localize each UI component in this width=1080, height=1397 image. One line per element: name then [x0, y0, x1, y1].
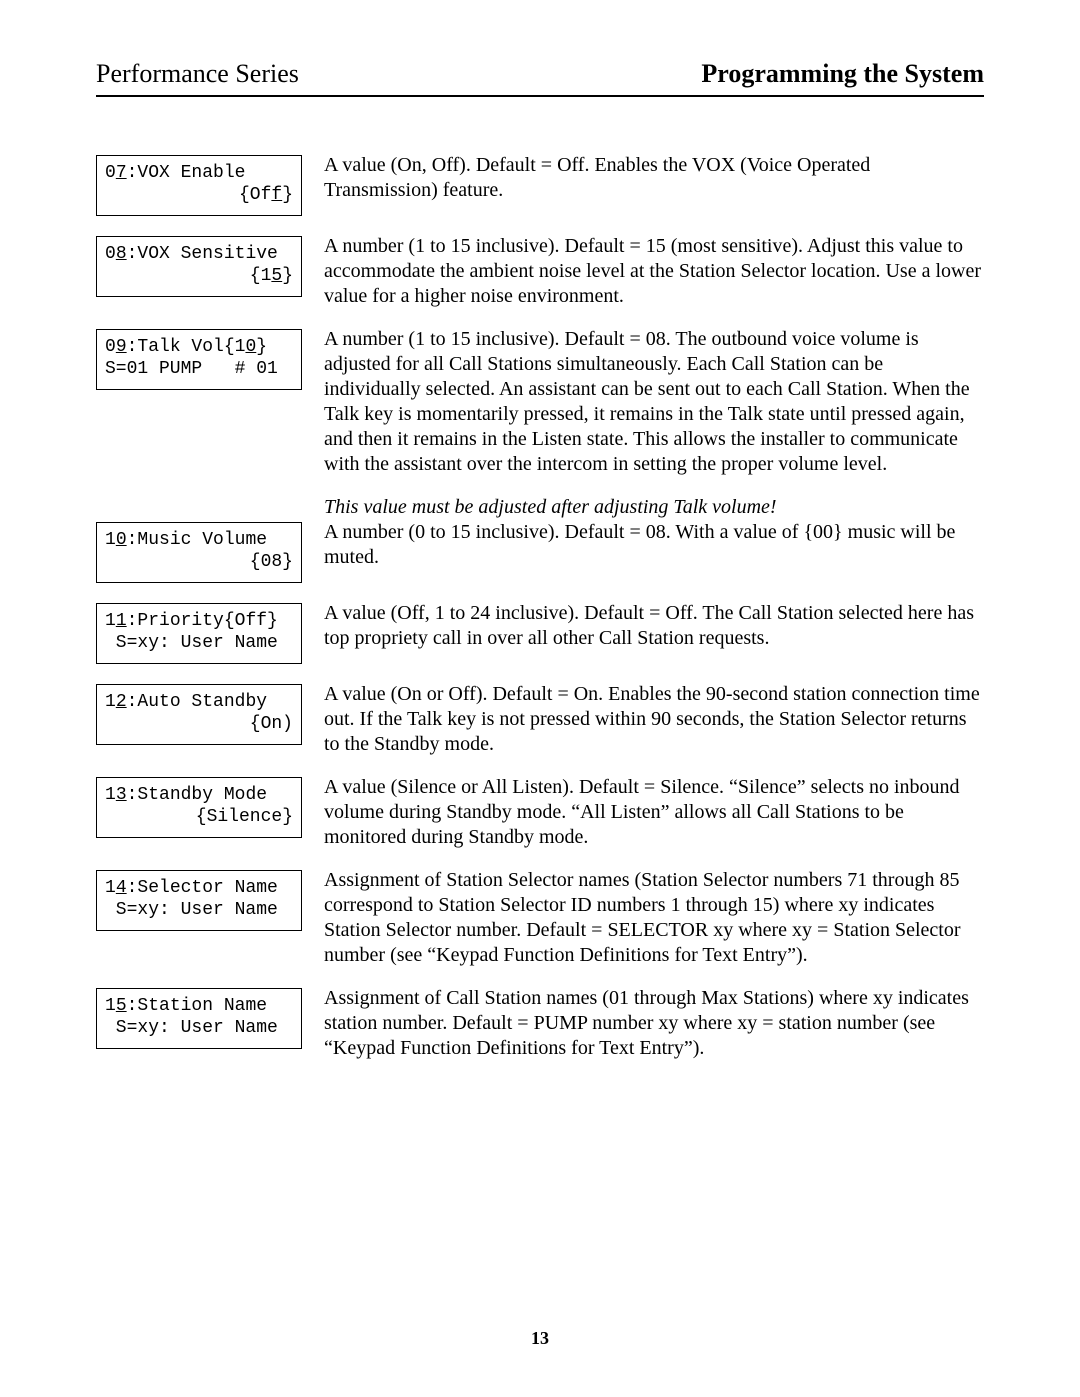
param-row: 08:VOX Sensitive{15} A number (1 to 15 in… — [96, 234, 984, 309]
lcd-line2: {08} — [105, 551, 293, 574]
param-description: Assignment of Call Station names (01 thr… — [324, 986, 984, 1061]
param-row: 12:Auto Standby{On) A value (On or Off). … — [96, 682, 984, 757]
param-row: 11:Priority{Off} S=xy: User Name A value … — [96, 601, 984, 664]
lcd-display: 12:Auto Standby{On) — [96, 684, 302, 745]
param-description: A number (1 to 15 inclusive). Default = … — [324, 234, 984, 309]
lcd-line2: S=01 PUMP # 01 — [105, 358, 293, 381]
param-description: A value (On, Off). Default = Off. Enable… — [324, 153, 984, 203]
intro-row: This value must be adjusted after adjust… — [96, 495, 984, 520]
param-row: 10:Music Volume{08} A number (0 to 15 inc… — [96, 520, 984, 583]
param-row: 14:Selector Name S=xy: User Name Assignme… — [96, 868, 984, 968]
param-row: 15:Station Name S=xy: User Name Assignmen… — [96, 986, 984, 1061]
lcd-line1: 08:VOX Sensitive — [105, 244, 278, 264]
lcd-line1: 15:Station Name — [105, 996, 267, 1016]
lcd-display: 11:Priority{Off} S=xy: User Name — [96, 603, 302, 664]
param-description: Assignment of Station Selector names (St… — [324, 868, 984, 968]
lcd-line1: 14:Selector Name — [105, 878, 278, 898]
param-description: A value (Off, 1 to 24 inclusive). Defaul… — [324, 601, 984, 651]
page-header: Performance Series Programming the Syste… — [96, 58, 984, 97]
lcd-line2: S=xy: User Name — [105, 632, 293, 655]
lcd-line2: {Off} — [105, 184, 293, 207]
lcd-line1: 09:Talk Vol{10} — [105, 337, 267, 357]
page: Performance Series Programming the Syste… — [0, 0, 1080, 1397]
lcd-display: 14:Selector Name S=xy: User Name — [96, 870, 302, 931]
param-row: 13:Standby Mode{Silence} A value (Silence… — [96, 775, 984, 850]
lcd-line1: 11:Priority{Off} — [105, 611, 278, 631]
param-description: A value (Silence or All Listen). Default… — [324, 775, 984, 850]
lcd-display: 15:Station Name S=xy: User Name — [96, 988, 302, 1049]
lcd-display: 13:Standby Mode{Silence} — [96, 777, 302, 838]
param-description: A value (On or Off). Default = On. Enabl… — [324, 682, 984, 757]
param-row: 07:VOX Enable{Off} A value (On, Off). Def… — [96, 153, 984, 216]
lcd-line2: {Silence} — [105, 806, 293, 829]
lcd-line1: 12:Auto Standby — [105, 692, 267, 712]
lcd-display: 08:VOX Sensitive{15} — [96, 236, 302, 297]
page-number: 13 — [0, 1327, 1080, 1350]
lcd-line1: 07:VOX Enable — [105, 163, 245, 183]
lcd-line1: 13:Standby Mode — [105, 785, 267, 805]
lcd-line2: S=xy: User Name — [105, 899, 293, 922]
lcd-display: 09:Talk Vol{10}S=01 PUMP # 01 — [96, 329, 302, 390]
intro-text: This value must be adjusted after adjust… — [324, 495, 984, 520]
param-row: 09:Talk Vol{10}S=01 PUMP # 01 A number (1… — [96, 327, 984, 477]
header-right: Programming the System — [701, 58, 984, 91]
lcd-line1: 10:Music Volume — [105, 530, 267, 550]
lcd-display: 10:Music Volume{08} — [96, 522, 302, 583]
content-rows: 07:VOX Enable{Off} A value (On, Off). Def… — [96, 153, 984, 1061]
param-description: A number (1 to 15 inclusive). Default = … — [324, 327, 984, 477]
lcd-line2: {On) — [105, 713, 293, 736]
lcd-line2: S=xy: User Name — [105, 1017, 293, 1040]
param-description: A number (0 to 15 inclusive). Default = … — [324, 520, 984, 570]
lcd-display: 07:VOX Enable{Off} — [96, 155, 302, 216]
header-left: Performance Series — [96, 58, 299, 91]
lcd-line2: {15} — [105, 265, 293, 288]
